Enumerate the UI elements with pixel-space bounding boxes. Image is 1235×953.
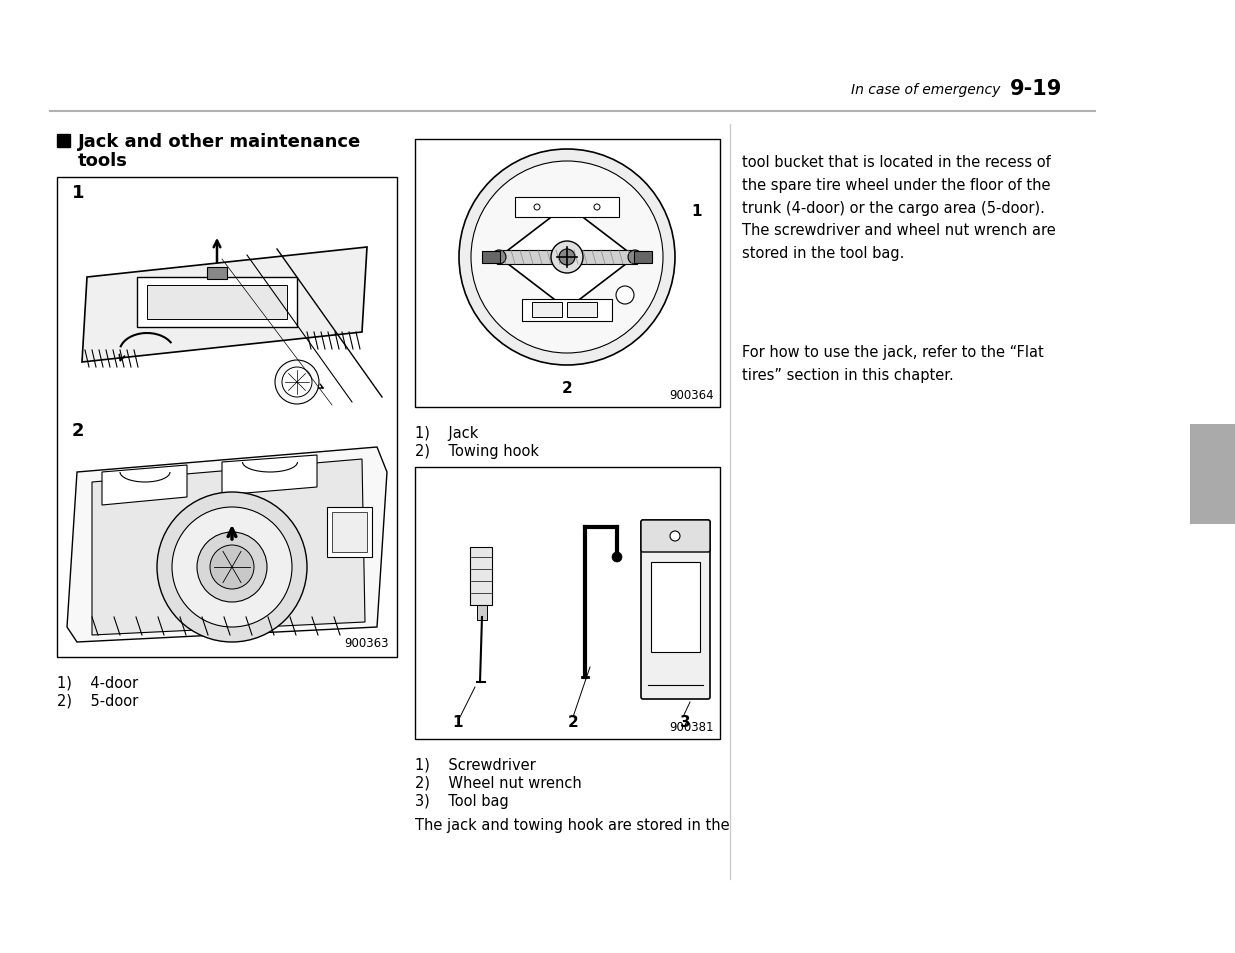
Circle shape xyxy=(172,507,291,627)
Bar xyxy=(327,507,372,558)
Circle shape xyxy=(629,251,642,265)
Circle shape xyxy=(198,533,267,602)
Text: 1: 1 xyxy=(692,204,701,219)
Circle shape xyxy=(594,205,600,211)
Text: 2)    5-door: 2) 5-door xyxy=(57,693,138,708)
Polygon shape xyxy=(103,465,186,505)
Text: Jack and other maintenance: Jack and other maintenance xyxy=(78,132,362,151)
Text: 2)    Wheel nut wrench: 2) Wheel nut wrench xyxy=(415,775,582,790)
Bar xyxy=(515,198,619,218)
Bar xyxy=(137,277,296,328)
Text: 2: 2 xyxy=(562,380,572,395)
Bar xyxy=(207,268,227,280)
Bar xyxy=(1191,424,1235,524)
Text: 3: 3 xyxy=(679,714,690,729)
Polygon shape xyxy=(91,459,366,636)
Bar xyxy=(147,286,287,319)
Text: 1: 1 xyxy=(72,184,84,202)
Circle shape xyxy=(534,205,540,211)
Text: 1: 1 xyxy=(453,714,463,729)
Text: 2: 2 xyxy=(568,714,578,729)
Circle shape xyxy=(210,545,254,589)
Text: 2: 2 xyxy=(72,421,84,439)
Text: 2)    Towing hook: 2) Towing hook xyxy=(415,443,538,458)
FancyBboxPatch shape xyxy=(641,520,710,553)
Circle shape xyxy=(492,251,506,265)
Bar xyxy=(57,178,396,658)
Polygon shape xyxy=(82,248,367,363)
Text: 1)    4-door: 1) 4-door xyxy=(57,676,138,690)
Text: 900381: 900381 xyxy=(669,720,714,733)
Text: The jack and towing hook are stored in the: The jack and towing hook are stored in t… xyxy=(415,817,730,832)
Circle shape xyxy=(613,553,622,562)
Bar xyxy=(477,602,487,620)
Polygon shape xyxy=(67,448,387,642)
Circle shape xyxy=(551,242,583,274)
Bar xyxy=(567,303,597,317)
FancyBboxPatch shape xyxy=(641,520,710,700)
Text: 9-19: 9-19 xyxy=(1010,79,1062,99)
Text: 1)    Jack: 1) Jack xyxy=(415,426,478,440)
Text: 900363: 900363 xyxy=(345,637,389,649)
Bar xyxy=(634,252,652,264)
Text: 3)    Tool bag: 3) Tool bag xyxy=(415,793,509,808)
Text: tool bucket that is located in the recess of
the spare tire wheel under the floo: tool bucket that is located in the reces… xyxy=(742,154,1056,261)
Circle shape xyxy=(616,287,634,305)
Bar xyxy=(57,135,70,148)
Circle shape xyxy=(275,360,319,405)
Bar xyxy=(522,299,613,322)
Text: For how to use the jack, refer to the “Flat
tires” section in this chapter.: For how to use the jack, refer to the “F… xyxy=(742,345,1044,382)
Bar xyxy=(332,513,367,553)
Bar xyxy=(651,562,700,652)
Circle shape xyxy=(459,150,676,366)
Bar xyxy=(415,140,720,408)
Circle shape xyxy=(282,368,312,397)
Bar xyxy=(471,547,492,605)
Circle shape xyxy=(157,493,308,642)
Bar xyxy=(496,251,637,265)
Polygon shape xyxy=(222,456,317,496)
Circle shape xyxy=(671,532,680,541)
Bar xyxy=(532,303,562,317)
Circle shape xyxy=(471,162,663,354)
Text: In case of emergency: In case of emergency xyxy=(851,83,1000,97)
Bar xyxy=(415,468,720,740)
Text: tools: tools xyxy=(78,152,128,170)
Text: 1)    Screwdriver: 1) Screwdriver xyxy=(415,758,536,772)
Bar xyxy=(482,252,500,264)
Circle shape xyxy=(559,250,576,266)
Text: 900364: 900364 xyxy=(669,389,714,401)
Polygon shape xyxy=(499,206,635,310)
